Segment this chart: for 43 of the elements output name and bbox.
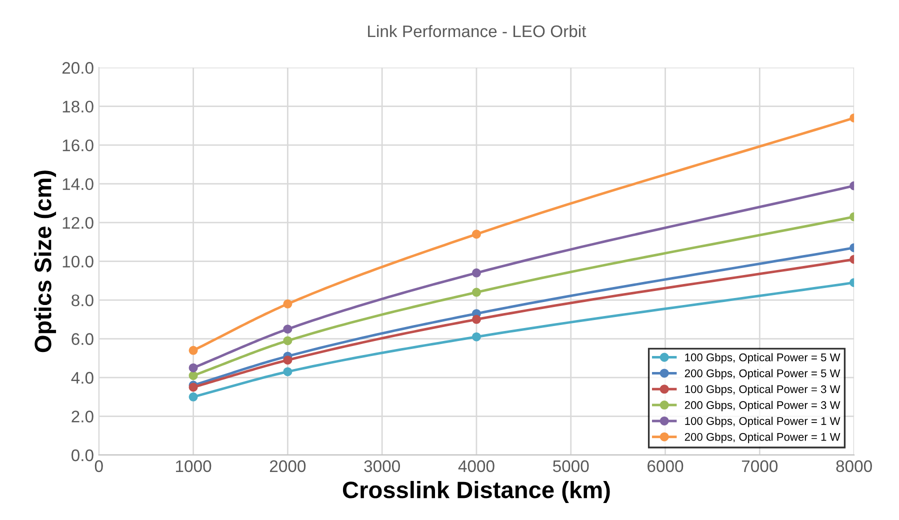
- point: [283, 336, 292, 346]
- x-tick-label: 8000: [836, 460, 872, 472]
- x-tick-label: 4000: [458, 460, 494, 472]
- legend-label: 100 Gbps, Optical Power = 5 W: [685, 353, 840, 364]
- point: [188, 371, 198, 380]
- y-tick-label: 18.0: [62, 100, 94, 113]
- y-tick-label: 16.0: [62, 139, 94, 152]
- point: [283, 367, 292, 376]
- y-axis-title: Optics Size (cm): [34, 170, 56, 352]
- point: [188, 363, 198, 372]
- legend-label: 100 Gbps, Optical Power = 3 W: [685, 384, 840, 396]
- y-tick-label: 14.0: [62, 178, 94, 190]
- y-tick-label: 4.0: [71, 372, 94, 384]
- x-tick-label: 5000: [552, 460, 589, 472]
- y-tick-label: 12.0: [62, 216, 94, 229]
- point: [283, 356, 292, 365]
- point: [283, 299, 292, 308]
- legend-label: 100 Gbps, Optical Power = 1 W: [685, 416, 840, 428]
- legend-label: 200 Gbps, Optical Power = 5 W: [684, 369, 840, 380]
- x-tick-label: 1000: [176, 460, 212, 472]
- y-tick-label: 20.0: [62, 62, 94, 74]
- x-tick-label: 7000: [742, 460, 778, 472]
- x-tick-label: 2000: [270, 460, 306, 472]
- y-tick-label: 0.0: [72, 449, 94, 462]
- chart-title: Link Performance - LEO Orbit: [368, 24, 586, 38]
- x-axis-title: Crosslink Distance (km): [342, 480, 610, 503]
- point: [188, 346, 198, 355]
- point: [472, 230, 481, 239]
- legend-label: 200 Gbps, Optical Power = 3 W: [684, 400, 840, 412]
- x-tick-label: 6000: [648, 460, 684, 472]
- x-tick-label: 0: [94, 460, 103, 472]
- y-tick-label: 8.0: [72, 294, 94, 306]
- point: [283, 324, 292, 334]
- point: [472, 288, 481, 297]
- y-tick-label: 6.0: [72, 333, 94, 345]
- y-tick-label: 2.0: [72, 410, 94, 422]
- y-tick-label: 10.0: [62, 256, 94, 268]
- point: [188, 392, 198, 402]
- point: [472, 268, 481, 278]
- x-tick-label: 3000: [364, 460, 400, 472]
- legend-label: 200 Gbps, Optical Power = 1 W: [684, 432, 840, 444]
- point: [472, 314, 481, 324]
- point: [472, 332, 481, 342]
